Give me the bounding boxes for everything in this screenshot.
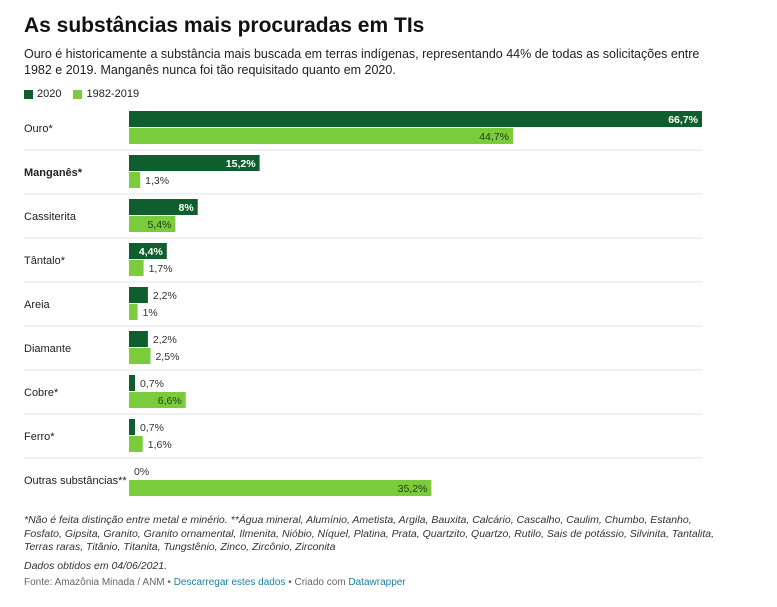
category-label-cobre: Cobre* [24, 387, 59, 399]
legend-swatch-2020 [24, 89, 33, 99]
bar-1982-2019-areia [129, 304, 138, 320]
value-label-1982-2019-outras-substancias: 35,2% [398, 483, 428, 495]
footer-separator: • [164, 577, 174, 588]
value-label-1982-2019-diamante: 2,5% [155, 351, 179, 363]
legend-item-2020: 2020 [24, 88, 61, 100]
datawrapper-link[interactable]: Datawrapper [348, 577, 406, 588]
bar-1982-2019-cassiterita [129, 216, 176, 232]
bar-2020-ouro [129, 111, 702, 127]
value-label-2020-outras-substancias: 0% [134, 466, 149, 478]
legend-label-2020: 2020 [37, 88, 62, 100]
legend-label-1982-2019: 1982-2019 [86, 88, 140, 100]
created-with-text: • Criado com [285, 577, 349, 588]
value-label-2020-tantalo: 4,4% [139, 246, 164, 258]
category-label-cassiterita: Cassiterita [24, 211, 77, 223]
category-label-manganes: Manganês* [24, 167, 83, 179]
bar-2020-ferro [129, 419, 136, 435]
value-label-2020-ouro: 66,7% [668, 114, 698, 126]
bar-2020-cassiterita [129, 199, 198, 215]
value-label-1982-2019-tantalo: 1,7% [149, 263, 173, 275]
bar-1982-2019-ouro [129, 128, 514, 144]
bar-2020-manganes [129, 155, 260, 171]
value-label-1982-2019-cobre: 6,6% [158, 395, 182, 407]
value-label-2020-cassiterita: 8% [179, 202, 195, 214]
download-data-link[interactable]: Descarregar estes dados [173, 577, 286, 588]
chart-footer: Fonte: Amazônia Minada / ANM • Descarreg… [24, 577, 406, 588]
bar-1982-2019-tantalo [129, 260, 144, 276]
category-label-tantalo: Tântalo* [24, 255, 66, 267]
bar-1982-2019-outras-substancias [129, 480, 432, 496]
value-label-2020-areia: 2,2% [153, 290, 177, 302]
value-label-1982-2019-cassiterita: 5,4% [147, 219, 171, 231]
source-text: Fonte: Amazônia Minada / ANM [24, 577, 165, 588]
value-label-2020-diamante: 2,2% [153, 334, 177, 346]
bar-1982-2019-ferro [129, 436, 143, 452]
legend-swatch-1982-2019 [73, 89, 83, 99]
chart-legend: 2020 1982-2019 [24, 88, 151, 100]
category-label-diamante: Diamante [24, 343, 71, 355]
value-label-2020-cobre: 0,7% [140, 378, 164, 390]
value-label-2020-ferro: 0,7% [140, 422, 164, 434]
value-label-2020-manganes: 15,2% [226, 158, 256, 170]
bar-2020-cobre [129, 375, 136, 391]
bar-1982-2019-diamante [129, 348, 151, 364]
value-label-1982-2019-manganes: 1,3% [145, 175, 169, 187]
value-label-1982-2019-ferro: 1,6% [148, 439, 172, 451]
value-label-1982-2019-ouro: 44,7% [479, 131, 509, 143]
category-label-areia: Areia [24, 299, 51, 311]
category-label-ferro: Ferro* [24, 431, 55, 443]
category-label-ouro: Ouro* [24, 123, 53, 135]
chart-title: As substâncias mais procuradas em TIs [24, 14, 425, 37]
bar-1982-2019-manganes [129, 172, 141, 188]
bar-1982-2019-cobre [129, 392, 186, 408]
chart-subtitle: Ouro é historicamente a substância mais … [24, 47, 700, 77]
bar-2020-diamante [129, 331, 148, 347]
value-label-1982-2019-areia: 1% [143, 307, 158, 319]
bar-2020-tantalo [129, 243, 167, 259]
legend-item-1982-2019: 1982-2019 [73, 88, 139, 100]
bar-2020-areia [129, 287, 148, 303]
data-date-note: Dados obtidos em 04/06/2021. [24, 560, 168, 572]
bar-chart: Ouro* 66,7% 44,7% Manganês* 15,2% 1,3% Cassite… [24, 111, 702, 496]
category-label-outras-substancias: Outras substâncias** [24, 475, 127, 487]
footnote: *Não é feita distinção entre metal e min… [24, 514, 715, 553]
